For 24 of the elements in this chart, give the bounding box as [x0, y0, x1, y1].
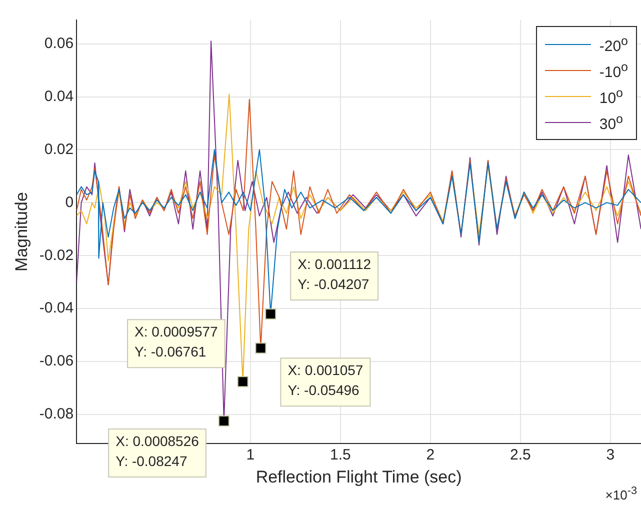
- x-tick-label: 1: [246, 446, 255, 464]
- legend-label: -10$^{o}$: [599, 60, 628, 80]
- y-tick-label: 0: [65, 194, 74, 211]
- legend-label: -20$^{o}$: [599, 34, 628, 54]
- y-tick-label: -0.06: [39, 352, 74, 370]
- x-axis-title: Reflection Flight Time (sec): [256, 467, 462, 486]
- x-tick-label: 3: [606, 446, 615, 464]
- legend-label: 10$^{o}$: [599, 86, 623, 106]
- x-tick-label: 1.5: [330, 446, 351, 464]
- text: ×10$^{-3}$: [605, 484, 637, 502]
- annotation: X: 0.001112 Y: -0.04207: [298, 256, 372, 292]
- y-tick-label: 0.02: [44, 140, 74, 158]
- y-tick-label: 0.04: [44, 88, 74, 105]
- y-tick-label: -0.04: [39, 300, 74, 317]
- legend-label: 30$^{o}$: [599, 112, 623, 132]
- y-tick-label: -0.08: [39, 406, 74, 423]
- x-tick-label: 2.5: [510, 446, 531, 464]
- y-axis-title: Magnitude: [12, 192, 31, 272]
- y-tick-label: -0.02: [39, 246, 74, 264]
- annotation: X: 0.001057 Y: -0.05496: [288, 362, 364, 398]
- annotation: X: 0.0009577 Y: -0.06761: [134, 324, 218, 360]
- annotation: X: 0.0008526 Y: -0.08247: [116, 432, 200, 469]
- y-tick-label: 0.06: [44, 34, 74, 52]
- x-tick-label: 2: [426, 446, 435, 464]
